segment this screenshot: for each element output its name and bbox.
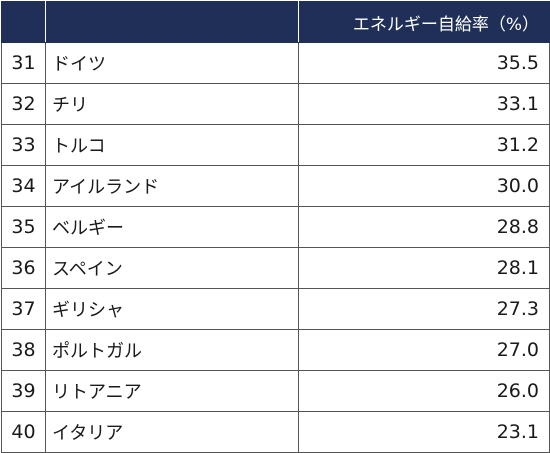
country-cell: ベルギー (45, 206, 299, 248)
table-row: 32 チリ 33.1 (1, 83, 550, 125)
country-cell: ドイツ (45, 42, 299, 84)
country-cell: リトアニア (45, 370, 299, 412)
header-energy-self-sufficiency: エネルギー自給率（%） (298, 1, 550, 43)
table-row: 39 リトアニア 26.0 (1, 370, 550, 412)
value-cell: 26.0 (298, 370, 550, 412)
table-row: 38 ポルトガル 27.0 (1, 329, 550, 371)
value-cell: 31.2 (298, 124, 550, 166)
rank-cell: 39 (1, 370, 46, 412)
value-cell: 28.8 (298, 206, 550, 248)
country-cell: チリ (45, 83, 299, 125)
table-row: 36 スペイン 28.1 (1, 247, 550, 289)
header-rank (1, 1, 46, 43)
rank-cell: 38 (1, 329, 46, 371)
table-row: 40 イタリア 23.1 (1, 411, 550, 453)
country-cell: ポルトガル (45, 329, 299, 371)
value-cell: 27.3 (298, 288, 550, 330)
country-cell: ギリシャ (45, 288, 299, 330)
table-row: 37 ギリシャ 27.3 (1, 288, 550, 330)
country-cell: イタリア (45, 411, 299, 453)
header-row: エネルギー自給率（%） (1, 1, 550, 43)
value-cell: 33.1 (298, 83, 550, 125)
table-body: 31 ドイツ 35.5 32 チリ 33.1 33 トルコ 31.2 34 アイ… (1, 42, 550, 453)
rank-cell: 31 (1, 42, 46, 84)
value-cell: 28.1 (298, 247, 550, 289)
header-country (45, 1, 299, 43)
rank-cell: 32 (1, 83, 46, 125)
table-row: 31 ドイツ 35.5 (1, 42, 550, 84)
table-row: 34 アイルランド 30.0 (1, 165, 550, 207)
value-cell: 35.5 (298, 42, 550, 84)
country-cell: スペイン (45, 247, 299, 289)
country-cell: トルコ (45, 124, 299, 166)
rank-cell: 34 (1, 165, 46, 207)
country-cell: アイルランド (45, 165, 299, 207)
value-cell: 23.1 (298, 411, 550, 453)
table-header: エネルギー自給率（%） (1, 1, 550, 43)
rank-cell: 36 (1, 247, 46, 289)
value-cell: 30.0 (298, 165, 550, 207)
table-row: 33 トルコ 31.2 (1, 124, 550, 166)
rank-cell: 40 (1, 411, 46, 453)
rank-cell: 33 (1, 124, 46, 166)
table-row: 35 ベルギー 28.8 (1, 206, 550, 248)
rank-cell: 35 (1, 206, 46, 248)
rank-cell: 37 (1, 288, 46, 330)
value-cell: 27.0 (298, 329, 550, 371)
